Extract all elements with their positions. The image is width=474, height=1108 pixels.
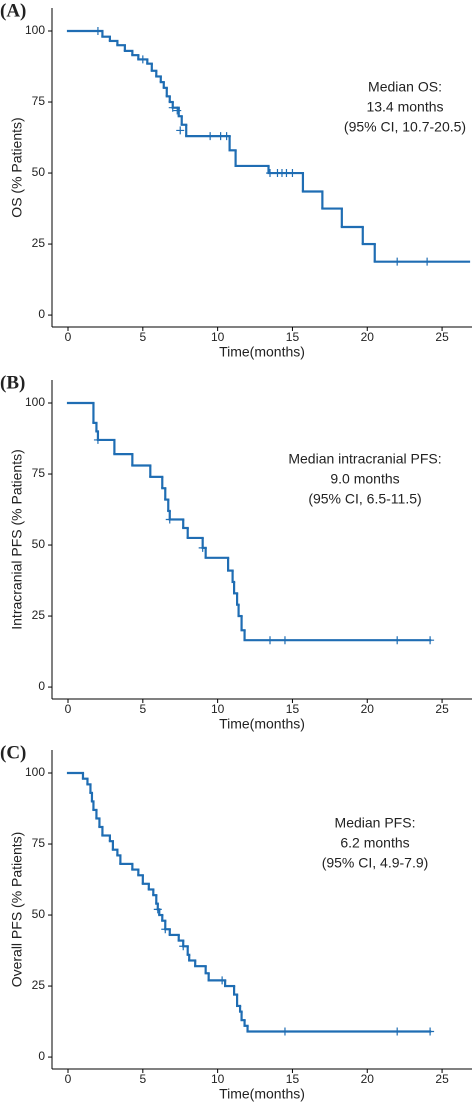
censor-mark [93,27,102,36]
x-tick-label: 0 [65,702,72,716]
y-tick-label: 25 [32,608,46,622]
panel-label: (C) [0,742,26,763]
x-tick-label: 5 [139,330,146,344]
x-tick-label: 20 [361,330,375,344]
x-tick-label: 25 [435,702,449,716]
y-tick-label: 100 [25,395,45,409]
censor-mark [266,636,275,645]
y-tick-label: 0 [38,679,45,693]
y-tick-label: 50 [32,907,46,921]
x-axis-label: Time(months) [219,1086,305,1102]
censor-mark [280,1027,289,1036]
y-axis-label: OS (% Patients) [9,117,25,217]
y-tick-label: 0 [38,307,45,321]
censor-mark [153,905,162,914]
y-tick-label: 50 [32,165,46,179]
annotation: (95% CI, 10.7-20.5) [344,119,466,135]
panel-label: (A) [0,0,26,21]
annotation: Median PFS: [335,815,416,831]
y-tick-label: 50 [32,537,46,551]
y-tick-label: 75 [32,466,46,480]
y-tick-label: 100 [25,23,45,37]
censor-mark [393,257,402,266]
censor-mark [393,1027,402,1036]
x-tick-label: 10 [211,702,225,716]
censor-mark [222,132,231,141]
censor-mark [393,636,402,645]
censor-mark [426,1027,435,1036]
y-tick-label: 75 [32,94,46,108]
x-axis-label: Time(months) [219,344,305,360]
y-axis-label: Overall PFS (% Patients) [9,832,25,988]
y-tick-label: 100 [25,765,45,779]
x-tick-label: 5 [139,702,146,716]
x-tick-label: 10 [211,330,225,344]
censor-mark [423,257,432,266]
censor-mark [266,169,275,178]
x-tick-label: 0 [65,330,72,344]
censor-mark [280,636,289,645]
y-tick-label: 25 [32,236,46,250]
censor-mark [93,435,102,444]
censor-mark [165,515,174,524]
annotation: 9.0 months [330,471,399,487]
x-tick-label: 0 [65,1072,72,1086]
y-tick-label: 75 [32,836,46,850]
censor-mark [288,169,297,178]
annotation: 13.4 months [366,99,443,115]
annotation: (95% CI, 6.5-11.5) [308,491,421,507]
x-tick-label: 5 [139,1072,146,1086]
panel-label: (B) [0,372,25,393]
x-tick-label: 20 [361,1072,375,1086]
x-tick-label: 15 [286,702,300,716]
censor-mark [218,976,227,985]
x-axis-label: Time(months) [219,716,305,732]
censor-mark [168,103,177,112]
censor-mark [198,543,207,552]
censor-mark [161,925,170,934]
x-tick-label: 25 [435,330,449,344]
annotation: Median intracranial PFS: [288,451,441,467]
x-tick-label: 10 [211,1072,225,1086]
x-tick-label: 15 [286,1072,300,1086]
censor-mark [138,55,147,64]
annotation: 6.2 months [340,835,409,851]
x-tick-label: 25 [435,1072,449,1086]
annotation: Median OS: [368,79,442,95]
annotation: (95% CI, 4.9-7.9) [322,855,429,871]
censor-mark [179,942,188,951]
y-axis-label: Intracranial PFS (% Patients) [9,449,25,630]
censor-mark [173,106,182,115]
x-tick-label: 20 [361,702,375,716]
y-tick-label: 25 [32,978,46,992]
x-tick-label: 15 [286,330,300,344]
censor-mark [426,636,435,645]
y-tick-label: 0 [38,1049,45,1063]
censor-mark [206,132,215,141]
censor-mark [176,126,185,135]
